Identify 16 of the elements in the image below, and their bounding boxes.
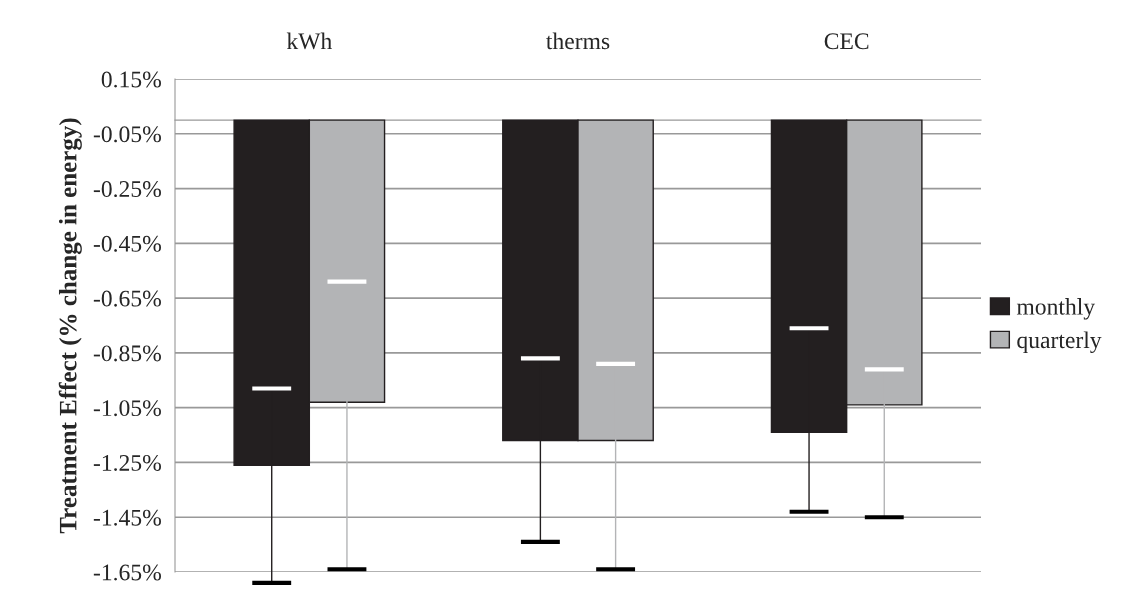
legend-label: monthly [1016, 298, 1096, 320]
y-tick-label: 0.15% [101, 71, 161, 88]
legend-label: quarterly [1017, 331, 1102, 354]
y-tick-label: -0.65% [93, 290, 161, 307]
y-tick-label: -0.45% [93, 235, 161, 252]
y-tick-label: -0.25% [93, 181, 161, 198]
y-tick-label: -1.25% [93, 454, 161, 471]
y-tick-label: -0.85% [93, 345, 161, 362]
x-tick-label: kWh [286, 32, 332, 50]
y-tick-label: -1.05% [93, 400, 161, 417]
x-tick-label: CEC [824, 33, 869, 50]
x-tick-label: therms [546, 32, 610, 50]
y-tick-label: -0.05% [93, 126, 161, 143]
y-axis-title: Treatment Effect (% change in energy) [58, 118, 82, 534]
y-tick-label: -1.45% [93, 509, 161, 526]
y-tick-label: -1.65% [93, 564, 161, 581]
